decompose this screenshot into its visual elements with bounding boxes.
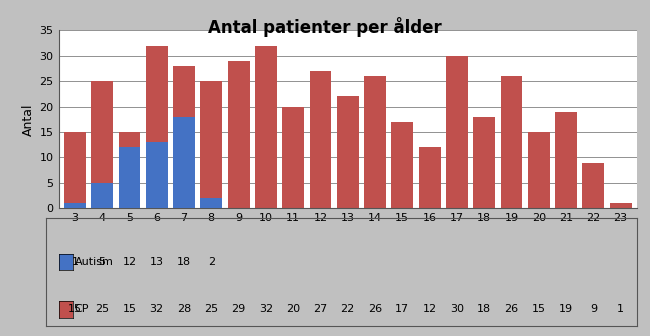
Bar [200,198,222,208]
Text: Antal patienter per ålder: Antal patienter per ålder [208,17,442,37]
Text: 32: 32 [259,304,273,314]
Text: 25: 25 [95,304,109,314]
Text: 18: 18 [177,257,191,267]
Text: 15: 15 [532,304,546,314]
Text: 27: 27 [313,304,328,314]
Bar [91,81,113,208]
Bar [255,45,277,208]
Bar [364,76,386,208]
Bar [582,163,604,208]
Bar [500,76,523,208]
Bar [146,45,168,208]
Bar [91,183,113,208]
Bar [118,147,140,208]
Text: 12: 12 [122,257,136,267]
Text: 30: 30 [450,304,464,314]
Text: 15: 15 [68,304,82,314]
Text: 9: 9 [590,304,597,314]
Text: 19: 19 [559,304,573,314]
Text: Autism: Autism [75,257,114,267]
Text: 13: 13 [150,257,164,267]
Text: CP: CP [75,304,89,314]
Bar [173,66,195,208]
Text: 32: 32 [150,304,164,314]
Bar [200,81,222,208]
Bar [391,122,413,208]
Text: 20: 20 [286,304,300,314]
Bar [64,132,86,208]
Bar [227,61,250,208]
Bar [282,107,304,208]
Bar [473,117,495,208]
Text: 2: 2 [208,257,215,267]
Text: 28: 28 [177,304,191,314]
Bar [309,71,332,208]
Bar [173,117,195,208]
Bar [446,56,468,208]
Bar [610,203,632,208]
Bar [337,96,359,208]
Text: 22: 22 [341,304,355,314]
Text: 12: 12 [422,304,437,314]
Bar [64,203,86,208]
Text: 26: 26 [504,304,519,314]
Bar [118,132,140,208]
Bar [555,112,577,208]
Text: 1: 1 [72,257,79,267]
Text: 5: 5 [99,257,106,267]
Bar [528,132,550,208]
Y-axis label: Antal: Antal [22,103,35,135]
Text: 18: 18 [477,304,491,314]
Text: 29: 29 [231,304,246,314]
Text: 15: 15 [122,304,136,314]
Bar [146,142,168,208]
Text: 17: 17 [395,304,410,314]
Bar [419,147,441,208]
Text: 25: 25 [204,304,218,314]
Text: 1: 1 [617,304,624,314]
Text: 26: 26 [368,304,382,314]
